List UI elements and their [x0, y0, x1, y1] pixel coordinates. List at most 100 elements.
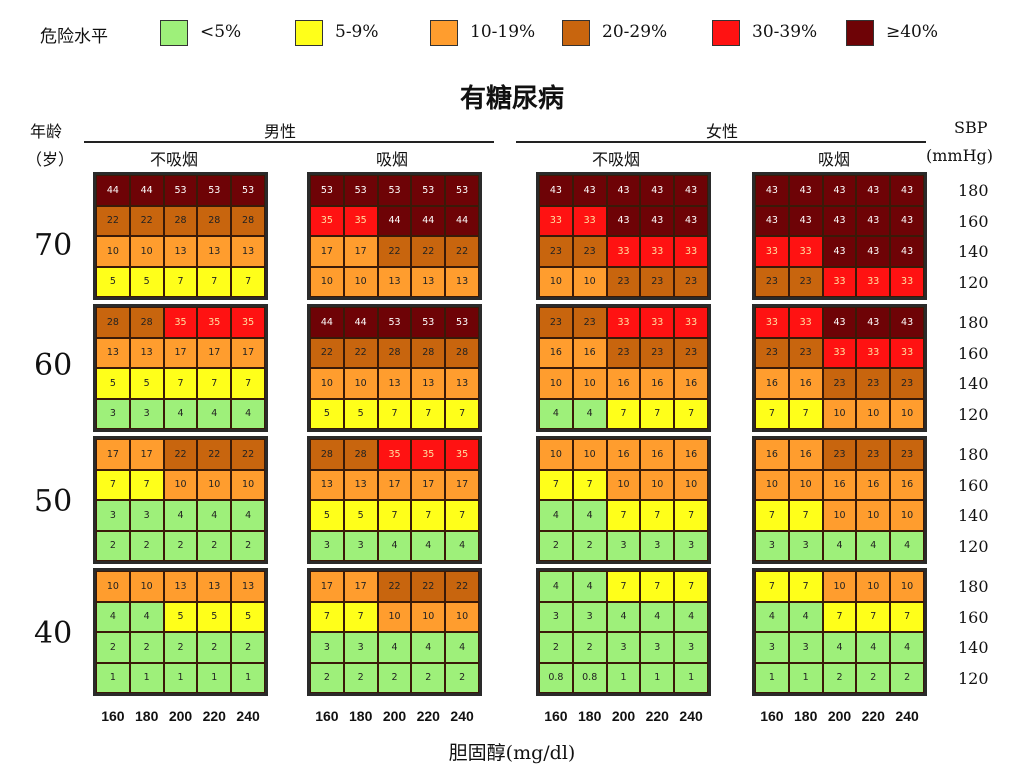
heatmap-cell: 10 [96, 236, 130, 267]
legend-swatch [562, 20, 590, 46]
sbp-tick: 160 [958, 475, 989, 495]
heatmap-cell: 5 [343, 398, 378, 429]
heatmap-cell: 10 [129, 571, 164, 602]
age-label-40: 40 [34, 616, 73, 651]
heatmap-cell: 16 [822, 469, 857, 500]
heatmap-cell: 7 [856, 601, 891, 632]
x-tick: 220 [861, 708, 885, 724]
heatmap-cell: 22 [231, 439, 265, 470]
legend-title: 危险水平 [40, 27, 108, 47]
sbp-tick: 120 [958, 272, 989, 292]
heatmap-cell: 16 [788, 368, 823, 399]
heatmap-cell: 43 [674, 175, 708, 206]
heatmap-cell: 43 [572, 175, 607, 206]
heatmap-cell: 10 [890, 500, 924, 531]
heatmap-cell: 4 [572, 571, 607, 602]
heatmap-cell: 22 [129, 205, 164, 236]
heatmap-cell: 4 [890, 632, 924, 663]
heatmap-cell: 33 [674, 236, 708, 267]
heatmap-cell: 43 [890, 205, 924, 236]
sbp-tick: 160 [958, 607, 989, 627]
heatmap-cell: 2 [572, 530, 607, 561]
heatmap-cell: 2 [377, 662, 412, 693]
heatmap-cell: 10 [377, 601, 412, 632]
heatmap-cell: 53 [445, 175, 479, 206]
heatmap-cell: 5 [310, 398, 344, 429]
heatmap-cell: 17 [343, 571, 378, 602]
age-label: 年龄 [30, 122, 63, 141]
male-header: 男性 [264, 122, 297, 141]
heatmap-cell: 3 [129, 500, 164, 531]
heatmap-cell: 33 [606, 307, 641, 338]
x-tick: 160 [101, 708, 125, 724]
x-tick: 200 [611, 708, 636, 724]
heatmap-cell: 2 [445, 662, 479, 693]
heatmap-cell: 13 [377, 368, 412, 399]
legend-label: 5-9% [335, 22, 379, 42]
heatmap-cell: 43 [674, 205, 708, 236]
heatmap-cell: 2 [231, 530, 265, 561]
heatmap-cell: 23 [755, 337, 789, 368]
heatmap-cell: 17 [377, 469, 412, 500]
heatmap-cell: 28 [310, 439, 344, 470]
heatmap-cell: 10 [856, 500, 891, 531]
heatmap-cell: 10 [890, 398, 924, 429]
heatmap-cell: 2 [890, 662, 924, 693]
sbp-tick: 120 [958, 536, 989, 556]
heatmap-cell: 53 [163, 175, 198, 206]
heatmap-cell: 2 [197, 632, 232, 663]
heatmap-cell: 28 [96, 307, 130, 338]
heatmap-cell: 10 [572, 439, 607, 470]
heatmap-cell: 13 [129, 337, 164, 368]
legend-swatch [846, 20, 874, 46]
legend-label: ≥40% [886, 22, 939, 42]
heatmap-cell: 13 [197, 236, 232, 267]
heatmap-cell: 2 [129, 530, 164, 561]
heatmap-cell: 35 [377, 439, 412, 470]
heatmap-cell: 1 [96, 662, 130, 693]
heatmap-cell: 10 [231, 469, 265, 500]
heatmap-cell: 3 [606, 632, 641, 663]
male-nonsmoker-header: 不吸烟 [150, 150, 199, 169]
legend-label: 30-39% [752, 22, 818, 42]
heatmap-cell: 2 [856, 662, 891, 693]
heatmap-cell: 2 [343, 662, 378, 693]
heatmap-cell: 44 [343, 307, 378, 338]
x-tick: 240 [895, 708, 919, 724]
heatmap-cell: 5 [129, 266, 164, 297]
heatmap-cell: 10 [343, 266, 378, 297]
heatmap-cell: 4 [822, 530, 857, 561]
heatmap-cell: 43 [788, 175, 823, 206]
sbp-tick: 120 [958, 404, 989, 424]
heatmap-cell: 2 [231, 632, 265, 663]
heatmap-cell: 1 [606, 662, 641, 693]
heatmap-cell: 1 [755, 662, 789, 693]
heatmap-cell: 1 [163, 662, 198, 693]
heatmap-cell: 23 [606, 266, 641, 297]
heatmap-cell: 2 [310, 662, 344, 693]
heatmap-cell: 3 [572, 601, 607, 632]
heatmap-cell: 10 [755, 469, 789, 500]
heatmap-cell: 22 [377, 571, 412, 602]
heatmap-cell: 16 [640, 368, 675, 399]
legend-swatch [295, 20, 323, 46]
heatmap-cell: 7 [96, 469, 130, 500]
x-tick: 180 [794, 708, 818, 724]
heatmap-cell: 4 [890, 530, 924, 561]
heatmap-cell: 33 [822, 266, 857, 297]
heatmap-cell: 10 [539, 439, 573, 470]
heatmap-cell: 3 [755, 530, 789, 561]
heatmap-cell: 23 [606, 337, 641, 368]
heatmap-cell: 10 [539, 266, 573, 297]
heatmap-cell: 4 [231, 500, 265, 531]
heatmap-cell: 33 [640, 236, 675, 267]
heatmap-cell: 33 [539, 205, 573, 236]
sbp-tick: 180 [958, 445, 989, 464]
x-tick: 200 [168, 708, 193, 724]
heatmap-cell: 43 [822, 175, 857, 206]
female-divider [516, 141, 926, 143]
heatmap-cell: 7 [788, 398, 823, 429]
heatmap-cell: 2 [411, 662, 446, 693]
heatmap-cell: 10 [640, 469, 675, 500]
x-tick: 240 [450, 708, 474, 724]
